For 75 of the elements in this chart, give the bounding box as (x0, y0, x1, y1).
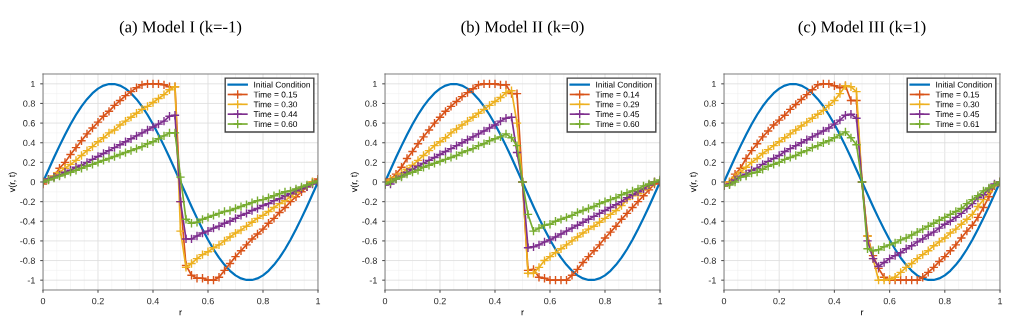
legend-label: Time = 0.30 (935, 101, 980, 108)
legend-label: Initial Condition (254, 81, 310, 88)
y-tick-label: -0.6 (362, 237, 377, 245)
y-axis-title: v(r, t) (350, 172, 360, 193)
y-tick-label: 0.4 (365, 139, 378, 147)
y-tick-label: 1 (712, 80, 716, 88)
x-tick-label: 0.6 (544, 297, 556, 305)
legend-label: Time = 0.44 (253, 111, 298, 118)
y-tick-label: -0.4 (701, 218, 717, 225)
y-tick-label: 0.2 (23, 159, 35, 166)
x-tick-label: 1 (998, 297, 1003, 305)
x-axis-title: r (521, 310, 524, 316)
x-tick-label: 0.6 (202, 297, 214, 305)
legend-label: Time = 0.15 (253, 91, 298, 98)
legend-label: Time = 0.60 (253, 120, 298, 128)
x-tick-label: 1 (316, 297, 321, 305)
chart-title: (c) Model III (k=1) (798, 20, 926, 36)
x-tick-label: 1 (658, 297, 663, 305)
y-tick-label: 0.8 (704, 100, 716, 107)
x-tick-label: 0.8 (257, 297, 269, 305)
y-tick-label: 1 (373, 80, 377, 88)
y-tick-label: -0.8 (20, 257, 35, 264)
y-tick-label: 0.8 (23, 100, 35, 107)
chart-title: (a) Model I (k=-1) (119, 20, 242, 36)
y-tick-label: 0 (30, 178, 36, 186)
x-tick-label: 0.2 (773, 297, 786, 305)
legend-label: Initial Condition (936, 81, 992, 88)
x-tick-label: 0 (721, 297, 727, 305)
y-tick-label: 0.4 (704, 139, 717, 147)
y-tick-label: 0.8 (365, 100, 377, 107)
y-tick-label: -0.4 (20, 218, 36, 225)
y-tick-label: -0.8 (362, 257, 377, 264)
x-tick-label: 0.6 (883, 297, 896, 305)
y-tick-label: 0.6 (704, 120, 716, 127)
y-tick-label: -0.8 (701, 257, 716, 264)
y-tick-label: -0.2 (362, 198, 377, 205)
chart-title: (b) Model II (k=0) (461, 20, 584, 36)
y-tick-label: 0 (711, 178, 717, 186)
x-axis-title: r (861, 310, 864, 316)
legend-label: Time = 0.29 (595, 101, 640, 108)
x-tick-label: 0.2 (92, 297, 104, 305)
y-tick-label: -0.6 (701, 237, 716, 245)
y-tick-label: -0.2 (701, 198, 716, 205)
y-axis-title: v(r, t) (8, 172, 18, 193)
x-tick-label: 0 (382, 297, 388, 305)
y-tick-label: 0 (372, 178, 378, 186)
y-tick-label: 0.6 (23, 120, 35, 127)
legend-label: Time = 0.30 (253, 101, 298, 108)
legend-label: Initial Condition (596, 81, 652, 88)
x-axis-title: r (179, 310, 182, 316)
legend-label: Time = 0.45 (595, 111, 640, 118)
x-tick-label: 0.8 (938, 297, 951, 305)
y-axis-title: v(r, t) (689, 172, 699, 193)
legend-label: Time = 0.45 (935, 111, 980, 118)
y-tick-label: -0.2 (20, 198, 35, 205)
x-tick-label: 0.4 (828, 297, 841, 305)
x-tick-label: 0.4 (147, 297, 160, 305)
y-tick-label: 1 (31, 80, 35, 88)
y-tick-label: -0.6 (20, 237, 35, 245)
y-tick-label: 0.2 (365, 159, 377, 166)
legend-label: Time = 0.14 (595, 91, 640, 98)
legend-label: Time = 0.15 (935, 91, 980, 98)
y-tick-label: -0.4 (362, 218, 378, 225)
y-tick-label: -1 (708, 277, 716, 284)
x-tick-label: 0 (40, 297, 46, 305)
y-tick-label: 0.2 (704, 159, 716, 166)
x-tick-label: 0.4 (489, 297, 502, 305)
legend-label: Time = 0.60 (595, 120, 640, 128)
x-tick-label: 0.2 (434, 297, 446, 305)
y-tick-label: 0.4 (23, 139, 36, 147)
y-tick-label: 0.6 (365, 120, 377, 127)
legend-label: Time = 0.61 (935, 120, 980, 128)
y-tick-label: -1 (369, 277, 377, 284)
y-tick-label: -1 (27, 277, 35, 284)
x-tick-label: 0.8 (599, 297, 611, 305)
